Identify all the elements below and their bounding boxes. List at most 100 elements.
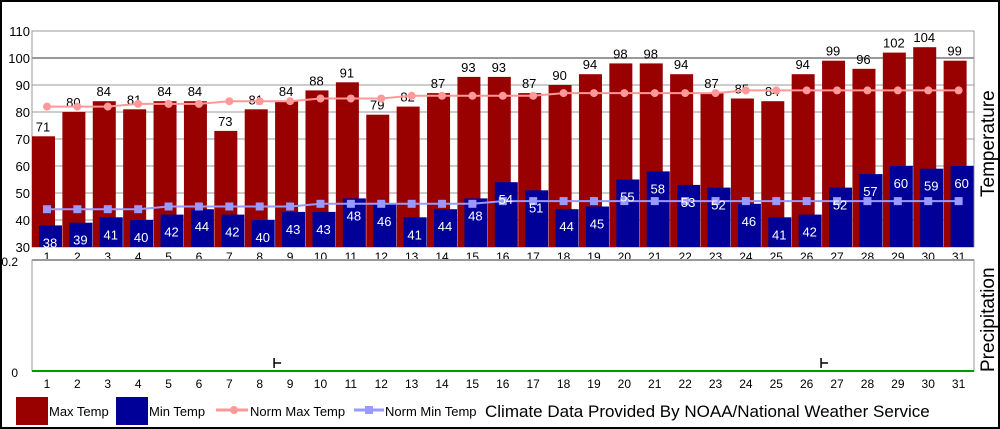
precip-x-tick-label: 21 (648, 377, 662, 391)
precip-x-tick-label: 30 (922, 377, 936, 391)
norm-max-point (741, 86, 750, 95)
min-temp-label: 42 (164, 225, 178, 240)
precip-x-tick-label: 6 (196, 377, 203, 391)
min-temp-bar (434, 209, 458, 247)
max-temp-bar (62, 112, 86, 247)
precip-x-tick-label: 26 (800, 377, 814, 391)
norm-max-point (529, 91, 538, 100)
norm-min-point (346, 199, 355, 208)
max-temp-label: 90 (552, 68, 566, 83)
norm-min-point (255, 202, 264, 211)
norm-min-point (43, 205, 51, 214)
precip-y-tick: 0.2 (2, 255, 18, 269)
min-temp-label: 38 (43, 235, 57, 250)
min-temp-label: 41 (407, 227, 421, 242)
y-tick-label: 30 (16, 240, 30, 255)
min-temp-bar (342, 198, 366, 247)
min-temp-bar (160, 214, 184, 247)
precip-plot-area (31, 259, 975, 372)
min-temp-bar (464, 198, 488, 247)
max-temp-bar (396, 106, 420, 247)
norm-max-point (954, 86, 963, 95)
y-tick-label: 80 (16, 105, 30, 120)
norm-max-point (650, 89, 659, 98)
max-temp-label: 87 (431, 76, 445, 91)
max-temp-label: 98 (644, 46, 658, 61)
x-tick-label: 6 (196, 250, 203, 264)
precip-x-tick-label: 1 (44, 377, 51, 391)
norm-min-point (589, 197, 598, 206)
precip-x-tick-label: 23 (709, 377, 723, 391)
x-tick-label: 7 (226, 250, 233, 264)
norm-min-point (620, 197, 629, 206)
min-temp-bar (39, 225, 62, 247)
max-temp-label: 73 (218, 114, 232, 129)
legend-label: Norm Min Temp (385, 404, 477, 419)
precip-x-tick-label: 11 (345, 377, 358, 391)
min-temp-bar (950, 166, 974, 247)
norm-max-point (73, 102, 82, 111)
max-temp-bar (548, 85, 572, 247)
min-temp-label: 46 (742, 214, 756, 229)
norm-min-point (741, 197, 750, 206)
max-temp-label: 84 (279, 84, 293, 99)
max-temp-label: 99 (826, 44, 840, 59)
min-temp-label: 41 (772, 227, 786, 242)
min-temp-bar (69, 222, 93, 247)
precip-x-tick-label: 9 (287, 377, 294, 391)
min-temp-label: 52 (833, 198, 847, 213)
legend-label: Norm Max Temp (250, 404, 345, 419)
min-temp-bar (403, 217, 427, 247)
temperature-axis-label: Temperature (978, 90, 999, 197)
max-temp-label: 96 (856, 52, 870, 67)
norm-max-point (559, 89, 568, 98)
max-temp-label: 84 (188, 84, 202, 99)
min-temp-bar (555, 209, 579, 247)
x-tick-label: 9 (287, 250, 294, 264)
precip-x-tick-label: 27 (830, 377, 844, 391)
norm-max-point (286, 97, 295, 106)
precip-y-tick: 0 (11, 366, 18, 380)
norm-min-point (377, 199, 386, 208)
precip-x-tick-label: 5 (165, 377, 172, 391)
min-temp-bar (130, 220, 154, 247)
max-temp-label: 88 (309, 73, 323, 88)
precipitation-axis-label: Precipitation (978, 267, 999, 372)
norm-min-point (863, 197, 872, 206)
max-temp-label: 71 (36, 119, 50, 134)
y-tick-label: 90 (16, 78, 30, 93)
min-temp-bar (373, 203, 397, 247)
min-temp-bar (312, 211, 336, 247)
legend-swatch-max-temp (16, 397, 48, 425)
min-temp-bar (829, 187, 853, 247)
min-temp-label: 40 (134, 230, 148, 245)
min-temp-label: 46 (377, 214, 391, 229)
min-temp-label: 41 (104, 227, 118, 242)
legend-label: Max Temp (49, 404, 109, 419)
min-temp-label: 52 (711, 198, 725, 213)
min-temp-label: 44 (559, 219, 573, 234)
min-temp-label: 39 (73, 233, 87, 248)
norm-min-point (802, 197, 811, 206)
norm-max-point (346, 94, 355, 103)
min-temp-bar (737, 203, 761, 247)
max-temp-label: 87 (704, 76, 718, 91)
norm-min-point (103, 205, 112, 214)
norm-max-point (438, 91, 447, 100)
min-temp-bar (251, 220, 275, 247)
max-temp-label: 91 (340, 65, 354, 80)
y-tick-label: 50 (16, 186, 30, 201)
precip-x-tick-label: 19 (587, 377, 601, 391)
norm-max-point (377, 94, 386, 103)
norm-min-point (529, 197, 538, 206)
max-temp-bar (32, 136, 55, 247)
credit-text: Climate Data Provided By NOAA/National W… (485, 402, 930, 421)
norm-min-point (468, 199, 477, 208)
precip-x-tick-label: 20 (618, 377, 632, 391)
norm-min-point (924, 197, 933, 206)
norm-max-point (924, 86, 933, 95)
x-tick-label: 5 (165, 250, 172, 264)
min-temp-label: 44 (195, 219, 209, 234)
x-tick-label: 1 (44, 250, 51, 264)
min-temp-label: 51 (529, 200, 543, 215)
